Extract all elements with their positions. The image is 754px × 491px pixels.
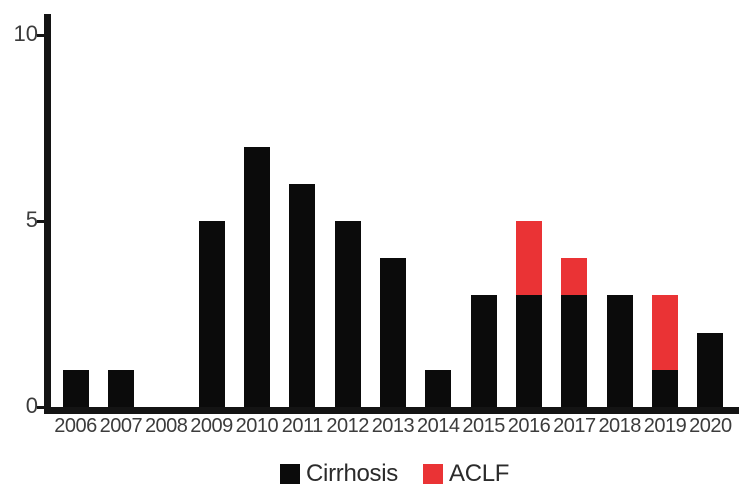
y-tick-mark-5 [37, 220, 44, 223]
bar-segment-cirrhosis-2020 [697, 332, 724, 407]
bar-segment-cirrhosis-2006 [62, 369, 89, 407]
y-tick-mark-10 [37, 34, 44, 37]
bar-segment-aclf-2016 [516, 221, 542, 296]
bar-segment-cirrhosis-2012 [334, 221, 361, 407]
y-axis-line [44, 14, 51, 414]
bar-segment-aclf-2017 [561, 258, 588, 296]
bar-segment-cirrhosis-2014 [425, 369, 452, 407]
x-tick-label-2013: 2013 [371, 415, 415, 437]
x-tick-label-2006: 2006 [54, 415, 97, 437]
legend-item-aclf: ACLF [422, 460, 510, 488]
bar-segment-cirrhosis-2018 [606, 295, 633, 407]
x-tick-label-2015: 2015 [462, 415, 505, 437]
y-tick-label-0: 0 [25, 393, 38, 418]
bar-segment-cirrhosis-2017 [561, 295, 588, 407]
x-tick-label-2007: 2007 [99, 415, 143, 437]
x-axis-line [44, 407, 739, 414]
x-tick-label-2019: 2019 [643, 415, 687, 437]
bar-segment-cirrhosis-2007 [107, 369, 134, 407]
x-tick-label-2009: 2009 [190, 415, 233, 437]
x-tick-label-2008: 2008 [144, 415, 188, 437]
bar-segment-cirrhosis-2013 [379, 258, 406, 407]
legend-swatch-aclf [422, 464, 443, 484]
x-tick-label-2010: 2010 [235, 415, 279, 437]
bar-segment-cirrhosis-2015 [470, 295, 497, 407]
bar-segment-cirrhosis-2009 [198, 221, 225, 407]
x-tick-label-2017: 2017 [553, 415, 596, 437]
bar-segment-aclf-2019 [652, 295, 679, 370]
y-tick-label-10: 10 [13, 21, 38, 46]
x-tick-label-2012: 2012 [326, 415, 369, 437]
bar-segment-cirrhosis-2016 [516, 295, 542, 407]
legend-label-aclf: ACLF [448, 460, 510, 487]
x-tick-label-2014: 2014 [417, 415, 460, 437]
bar-segment-cirrhosis-2010 [243, 146, 270, 407]
bar-segment-cirrhosis-2019 [652, 369, 679, 407]
legend-item-cirrhosis: Cirrhosis [280, 460, 398, 488]
x-tick-label-2018: 2018 [598, 415, 641, 437]
x-tick-label-2011: 2011 [281, 415, 324, 437]
bar-segment-cirrhosis-2011 [289, 183, 316, 407]
x-tick-label-2016: 2016 [507, 415, 551, 437]
legend-swatch-cirrhosis [280, 464, 300, 484]
legend: Cirrhosis ACLF [280, 460, 509, 488]
x-tick-label-2020: 2020 [689, 415, 732, 437]
y-tick-mark-0 [37, 406, 44, 409]
y-tick-label-5: 5 [25, 207, 38, 232]
legend-label-cirrhosis: Cirrhosis [306, 460, 398, 487]
